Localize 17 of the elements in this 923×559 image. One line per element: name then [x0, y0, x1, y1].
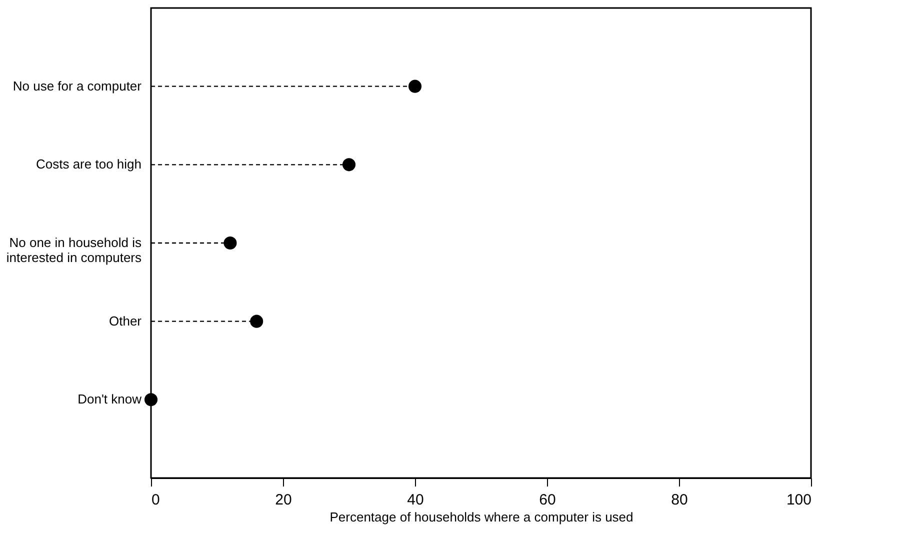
- y-tick-label: No use for a computer: [12, 78, 142, 94]
- y-tick-label: No one in household is interested in computers: [6, 235, 142, 265]
- x-axis-title: Percentage of households where a computer is used: [330, 510, 634, 524]
- point: [224, 236, 237, 250]
- x-tick-label: 80: [671, 492, 688, 508]
- point: [250, 314, 264, 328]
- point: [144, 393, 158, 406]
- y-tick-label: Don't know: [78, 392, 142, 407]
- point: [408, 80, 422, 93]
- x-tick-label: 0: [152, 492, 160, 508]
- x-tick-label: 20: [275, 492, 292, 508]
- y-tick-label: Costs are too high: [36, 156, 142, 172]
- x-tick-label: 60: [539, 492, 556, 508]
- y-tick-label: Other: [108, 313, 142, 328]
- x-tick-label: 40: [407, 492, 424, 508]
- point: [342, 158, 356, 172]
- x-tick-label: 100: [786, 492, 812, 508]
